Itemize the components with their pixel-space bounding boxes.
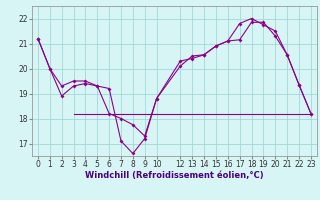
X-axis label: Windchill (Refroidissement éolien,°C): Windchill (Refroidissement éolien,°C) xyxy=(85,171,264,180)
